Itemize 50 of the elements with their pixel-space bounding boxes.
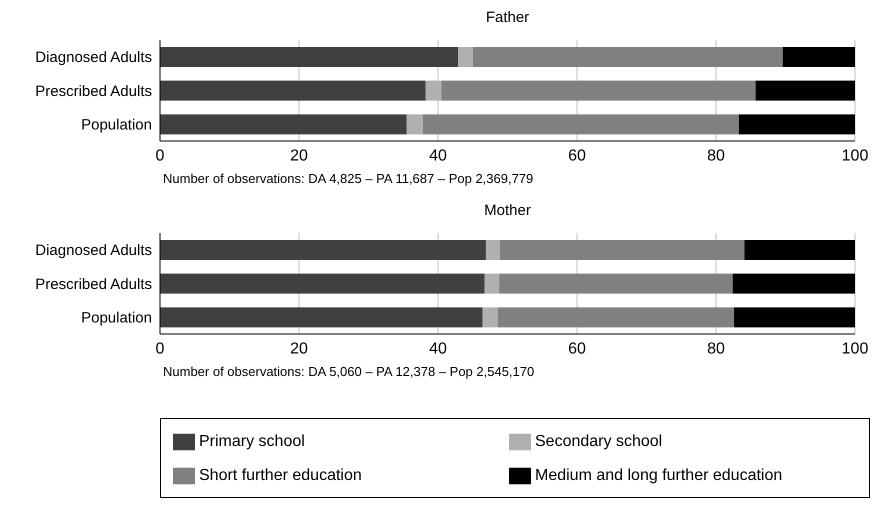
y-tick-label: Prescribed Adults	[35, 82, 152, 100]
y-tick-label: Population	[81, 309, 152, 326]
bar	[734, 307, 855, 328]
text: Number of observations: DA 4,825 – PA 11,687 – Pop 2,369,779	[163, 170, 534, 188]
bar	[756, 80, 855, 101]
bar	[160, 307, 482, 328]
bar	[441, 80, 756, 101]
x-tick-label: 60	[568, 340, 586, 358]
legend-label: Short further education	[199, 466, 363, 486]
x-tick-label: 20	[290, 147, 308, 164]
chart-title: Mother	[483, 201, 532, 221]
bar	[486, 240, 500, 260]
text: Number of observations: DA 5,060 – PA 12,378 – Pop 2,545,170	[163, 363, 534, 381]
bar	[160, 47, 458, 67]
x-tick-label: 20	[290, 340, 308, 358]
x-tick-label: 0	[156, 340, 165, 358]
bar	[484, 274, 500, 294]
y-tick-label: Diagnosed Adults	[35, 242, 152, 260]
x-tick-label: 100	[842, 147, 868, 164]
bar	[160, 240, 486, 260]
x-tick-label: 40	[429, 147, 447, 164]
bar	[782, 47, 855, 67]
bar	[498, 307, 734, 328]
x-tick-label: 60	[568, 147, 586, 164]
bar	[160, 80, 426, 101]
bar	[732, 274, 855, 294]
bar	[160, 114, 407, 134]
bar	[160, 274, 485, 294]
bar	[499, 274, 733, 294]
bar	[406, 114, 423, 134]
legend-label: Medium and long further education	[535, 466, 784, 486]
bar	[472, 47, 783, 67]
x-tick-label: 0	[156, 147, 165, 164]
bar	[738, 114, 855, 134]
bar	[422, 114, 739, 134]
chart-title: Father	[484, 8, 530, 28]
y-tick-label: Diagnosed Adults	[35, 49, 152, 66]
legend-label: Secondary school	[535, 432, 664, 452]
x-tick-label: 80	[707, 147, 725, 164]
bar	[500, 240, 744, 260]
y-tick-label: Prescribed Adults	[35, 276, 152, 293]
x-tick-label: 80	[707, 340, 725, 358]
bar	[482, 307, 498, 328]
bar	[458, 47, 473, 67]
x-tick-label: 100	[842, 340, 868, 358]
bar	[425, 80, 442, 101]
x-tick-label: 40	[429, 340, 447, 358]
bar	[744, 240, 855, 260]
y-tick-label: Population	[81, 116, 152, 134]
legend-label: Primary school	[199, 432, 306, 452]
